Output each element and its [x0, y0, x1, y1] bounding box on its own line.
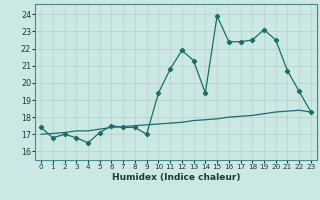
X-axis label: Humidex (Indice chaleur): Humidex (Indice chaleur)	[112, 173, 240, 182]
